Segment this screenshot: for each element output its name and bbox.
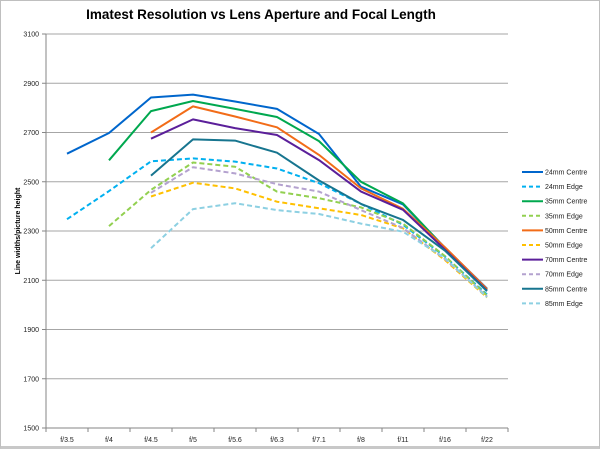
x-tick-label: f/11 — [397, 437, 408, 444]
x-tick-label: f/3.5 — [60, 437, 74, 444]
x-tick-label: f/8 — [357, 437, 365, 444]
legend-label: 85mm Edge — [545, 301, 583, 308]
x-tick-label: f/5 — [189, 437, 197, 444]
legend-item: 35mm Centre — [522, 199, 588, 206]
legend-label: 24mm Edge — [545, 184, 583, 191]
x-tick-label: f/4 — [105, 437, 113, 444]
chart-title: Imatest Resolution vs Lens Aperture and … — [86, 7, 436, 22]
y-tick-label: 1900 — [23, 327, 39, 334]
series-line-85mm-edge — [150, 202, 488, 298]
series-line-35mm-edge — [108, 161, 488, 297]
legend-item: 50mm Edge — [522, 243, 583, 250]
legend-item: 35mm Edge — [522, 213, 583, 220]
x-tick-label: f/6.3 — [270, 437, 284, 444]
series-line-50mm-centre — [150, 105, 488, 290]
legend-label: 35mm Centre — [545, 199, 588, 206]
legend-label: 50mm Centre — [545, 228, 588, 235]
series-line-70mm-centre — [150, 118, 488, 292]
legend: 24mm Centre 24mm Edge 35mm Centre 35mm Edge… — [522, 170, 588, 308]
y-tick-label: 2700 — [23, 130, 39, 137]
y-tick-label: 1700 — [23, 376, 39, 383]
legend-label: 85mm Centre — [545, 286, 588, 293]
legend-item: 24mm Centre — [522, 170, 588, 177]
y-tick-labels: 1500 1700 1900 2100 2300 2500 2700 2900 3100 — [23, 32, 39, 433]
x-tick-label: f/5.6 — [228, 437, 242, 444]
y-tick-label: 2500 — [23, 179, 39, 186]
y-tick-label: 1500 — [23, 426, 39, 433]
legend-item: 70mm Centre — [522, 257, 588, 264]
legend-label: 50mm Edge — [545, 243, 583, 250]
y-tick-label: 2300 — [23, 229, 39, 236]
legend-label: 70mm Edge — [545, 272, 583, 279]
series-line-85mm-centre — [150, 138, 488, 292]
gridlines — [46, 33, 508, 380]
y-tick-label: 3100 — [23, 32, 39, 39]
x-tick-label: f/16 — [439, 437, 451, 444]
y-tick-label: 2100 — [23, 278, 39, 285]
legend-label: 35mm Edge — [545, 213, 583, 220]
legend-item: 24mm Edge — [522, 184, 583, 191]
legend-item: 50mm Centre — [522, 228, 588, 235]
series-line-35mm-centre — [108, 100, 488, 291]
x-tick-label: f/4.5 — [144, 437, 158, 444]
legend-label: 70mm Centre — [545, 257, 588, 264]
x-tick-labels: f/3.5 f/4 f/4.5 f/5 f/5.6 f/6.3 f/7.1 f/8 f/11 f/… — [60, 437, 493, 444]
legend-item: 85mm Centre — [522, 286, 588, 293]
series-lines — [66, 93, 488, 299]
x-tick-label: f/7.1 — [312, 437, 326, 444]
series-line-50mm-edge — [150, 181, 488, 299]
legend-item: 85mm Edge — [522, 301, 583, 308]
series-line-70mm-edge — [150, 166, 488, 298]
axes — [42, 33, 509, 432]
legend-label: 24mm Centre — [545, 170, 588, 177]
legend-item: 70mm Edge — [522, 272, 583, 279]
y-axis-label: Line widths/picture height — [15, 187, 22, 274]
x-tick-label: f/22 — [481, 437, 493, 444]
y-tick-label: 2900 — [23, 81, 39, 88]
